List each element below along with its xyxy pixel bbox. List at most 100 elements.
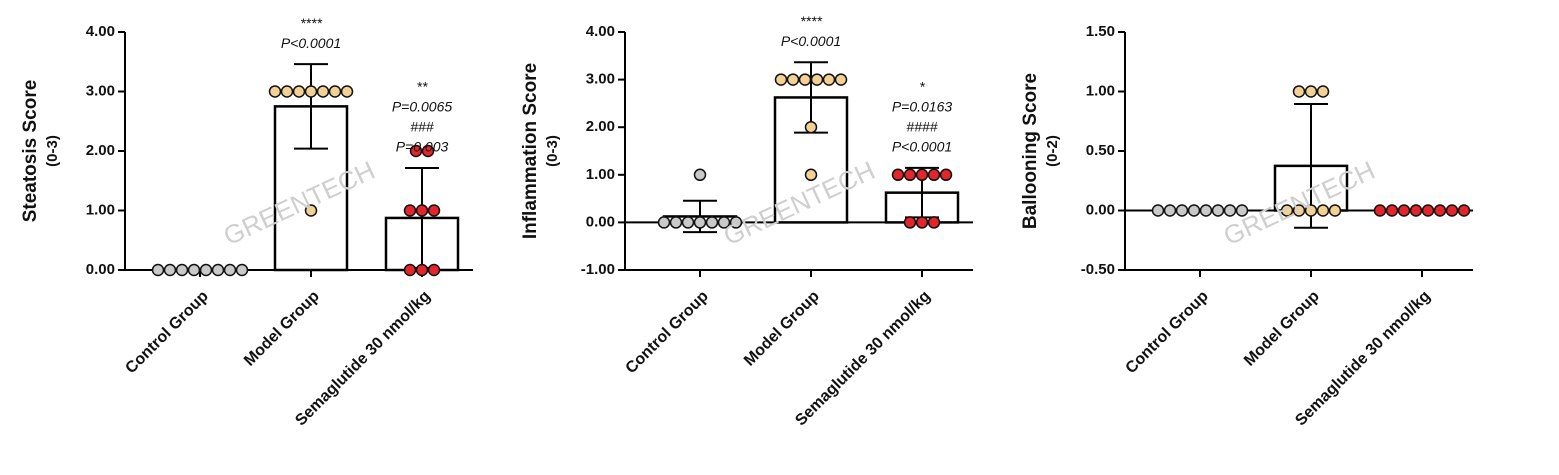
data-point — [328, 85, 342, 98]
data-point — [915, 216, 929, 229]
y-tick-label: 1.00 — [1086, 82, 1115, 99]
y-tick-label: 4.00 — [86, 23, 115, 40]
significance-label: * — [919, 79, 925, 95]
data-point — [1163, 204, 1177, 217]
panel: -0.50 0.00 0.50 1.00 1.50 Ballooning Score (0-… — [1020, 23, 1473, 429]
data-point — [786, 73, 800, 86]
data-point — [151, 263, 165, 277]
y-tick-label: 3.00 — [586, 71, 615, 88]
y-tick-label: 1.00 — [586, 166, 615, 183]
data-point — [693, 216, 707, 229]
data-point — [403, 263, 417, 277]
y-tick-label: 0.00 — [586, 213, 615, 230]
data-point — [822, 73, 836, 86]
data-point — [409, 144, 423, 158]
y-tick-label: 2.00 — [86, 142, 115, 159]
y-axis-label: Steatosis Score — [20, 80, 41, 223]
significance-label: P<0.0001 — [892, 139, 952, 155]
data-point — [199, 263, 213, 277]
data-point — [415, 263, 429, 277]
significance-label: P=0.0163 — [892, 99, 953, 115]
data-point — [415, 204, 429, 217]
data-point — [903, 168, 917, 182]
data-point — [834, 73, 848, 86]
significance-label: **** — [800, 13, 822, 29]
x-tick-label: Model Group — [241, 288, 323, 370]
data-point — [1421, 204, 1435, 217]
data-point — [669, 216, 683, 229]
data-point — [804, 120, 818, 134]
data-point — [175, 263, 189, 277]
y-axis-label: Ballooning Score — [1020, 73, 1041, 229]
data-point — [427, 263, 441, 277]
data-point — [927, 168, 941, 182]
data-point — [1235, 204, 1249, 217]
data-point — [1292, 204, 1306, 217]
y-tick-label: 0.00 — [1086, 201, 1115, 218]
data-point — [1151, 204, 1165, 217]
data-point — [163, 263, 177, 277]
data-point — [939, 168, 953, 182]
data-point — [1199, 204, 1213, 217]
significance-label: P<0.0001 — [781, 33, 841, 49]
data-point — [804, 168, 818, 182]
x-tick-label: Model Group — [741, 288, 823, 370]
data-point — [1223, 204, 1237, 217]
data-point — [1280, 204, 1294, 217]
data-point — [657, 216, 671, 229]
x-tick-label: Model Group — [1241, 288, 1323, 370]
x-tick-label: Control Group — [622, 288, 711, 377]
y-axis-sublabel: (0-3) — [44, 135, 61, 167]
y-axis-label: Inflammation Score — [520, 63, 541, 239]
y-axis-sublabel: (0-2) — [1044, 135, 1061, 167]
significance-label: P=0.0065 — [392, 99, 453, 115]
significance-label: **** — [300, 15, 322, 31]
y-tick-label: 2.00 — [586, 118, 615, 135]
data-point — [1187, 204, 1201, 217]
data-point — [915, 168, 929, 182]
y-axis-sublabel: (0-3) — [544, 135, 561, 167]
data-point — [705, 216, 719, 229]
data-point — [681, 216, 695, 229]
data-point — [798, 73, 812, 86]
data-point — [340, 85, 354, 98]
significance-label: ** — [417, 79, 428, 95]
data-point — [268, 85, 282, 98]
data-point — [729, 216, 743, 229]
significance-label: #### — [906, 119, 937, 135]
significance-label: ### — [410, 119, 434, 135]
data-point — [1316, 204, 1330, 217]
data-point — [774, 73, 788, 86]
data-point — [1304, 204, 1318, 217]
data-point — [304, 85, 318, 98]
data-point — [1445, 204, 1459, 217]
x-tick-label: Control Group — [1122, 288, 1211, 377]
data-point — [421, 144, 435, 158]
data-point — [280, 85, 294, 98]
y-tick-label: 1.00 — [86, 201, 115, 218]
y-tick-label: -0.50 — [1081, 261, 1115, 278]
significance-label: P=0.003 — [396, 139, 449, 155]
data-point — [903, 216, 917, 229]
data-point — [292, 85, 306, 98]
data-point — [403, 204, 417, 217]
data-point — [1292, 85, 1306, 98]
data-point — [927, 216, 941, 229]
data-point — [717, 216, 731, 229]
y-tick-label: 0.50 — [1086, 142, 1115, 159]
data-point — [427, 204, 441, 217]
data-point — [1316, 85, 1330, 98]
data-point — [223, 263, 237, 277]
data-point — [1397, 204, 1411, 217]
data-point — [1409, 204, 1423, 217]
data-point — [211, 263, 225, 277]
data-point — [1457, 204, 1471, 217]
data-point — [304, 204, 318, 217]
data-point — [187, 263, 201, 277]
data-point — [810, 73, 824, 86]
panel: 0.00 1.00 2.00 3.00 4.00 Steatosis Score (0-3)… — [20, 15, 473, 429]
data-point — [693, 168, 707, 182]
data-point — [1433, 204, 1447, 217]
y-tick-label: -1.00 — [581, 261, 615, 278]
